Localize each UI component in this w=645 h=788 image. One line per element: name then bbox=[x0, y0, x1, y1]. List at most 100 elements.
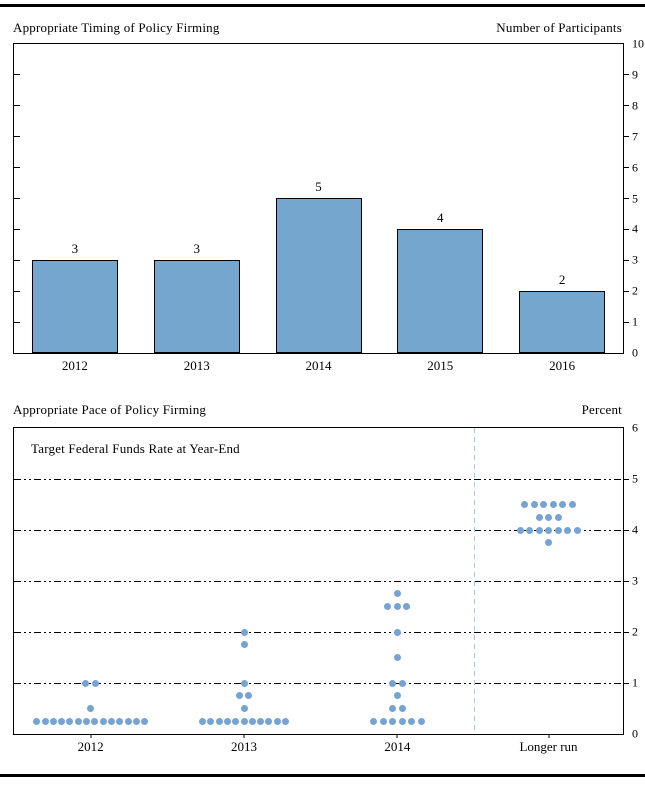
y-axis-tick-left bbox=[14, 321, 20, 323]
gridline bbox=[14, 682, 623, 684]
participant-dot bbox=[240, 705, 248, 712]
y-axis-tick-left bbox=[14, 478, 20, 480]
bar-2012 bbox=[32, 260, 118, 353]
x-axis-tick bbox=[548, 734, 549, 738]
y-axis-tick-left bbox=[14, 529, 20, 531]
y-tick-label: 2 bbox=[632, 283, 638, 298]
y-tick-label: 8 bbox=[632, 98, 638, 113]
participant-dot bbox=[265, 717, 273, 725]
participant-dot bbox=[521, 501, 529, 508]
participant-dot bbox=[398, 705, 406, 712]
y-tick-label: 4 bbox=[632, 221, 638, 236]
x-tick-label: 2016 bbox=[549, 358, 576, 373]
y-axis-tick-right bbox=[623, 321, 629, 323]
y-tick-label: 1 bbox=[632, 314, 638, 329]
pace-chart-title: Appropriate Pace of Policy Firming bbox=[13, 402, 207, 417]
participant-dot bbox=[49, 717, 57, 725]
participant-dot bbox=[526, 526, 533, 534]
participant-dot bbox=[408, 717, 416, 725]
y-tick-label: 3 bbox=[632, 573, 638, 588]
x-tick-label: 2013 bbox=[183, 358, 210, 373]
participant-dot bbox=[199, 717, 206, 725]
participant-dot bbox=[245, 692, 253, 700]
bar-2016 bbox=[519, 291, 605, 353]
y-axis-tick-left bbox=[14, 290, 20, 292]
y-tick-label: 5 bbox=[632, 191, 638, 205]
participant-dot bbox=[393, 590, 401, 598]
timing-chart-header: Appropriate Timing of Policy Firming Num… bbox=[13, 20, 622, 36]
y-axis-tick-right bbox=[623, 580, 629, 582]
x-tick-label: 2012 bbox=[77, 739, 104, 754]
participant-dot bbox=[417, 717, 425, 725]
bar-value-label: 5 bbox=[315, 179, 322, 194]
y-tick-label: 7 bbox=[632, 129, 638, 144]
participant-dot bbox=[549, 501, 557, 508]
gridline bbox=[14, 580, 623, 582]
y-axis-tick-right bbox=[623, 136, 629, 138]
y-axis-tick-left bbox=[14, 74, 20, 76]
participant-dot bbox=[232, 717, 240, 725]
participant-dot bbox=[215, 717, 223, 725]
bar-2013 bbox=[154, 260, 240, 353]
y-tick-label: 3 bbox=[632, 252, 638, 267]
participant-dot bbox=[530, 501, 538, 508]
y-axis-tick-right bbox=[623, 228, 629, 230]
y-axis-tick-right bbox=[623, 198, 629, 199]
bar-value-label: 3 bbox=[193, 241, 200, 256]
y-axis-tick-left bbox=[14, 631, 20, 633]
x-tick-label: 2015 bbox=[427, 358, 454, 373]
participant-dot bbox=[107, 717, 115, 725]
participant-dot bbox=[573, 526, 581, 534]
pace-chart-inner-label: Target Federal Funds Rate at Year-End bbox=[31, 441, 240, 456]
y-tick-label: 6 bbox=[632, 420, 638, 435]
participant-dot bbox=[240, 679, 248, 687]
y-axis-tick-right bbox=[623, 631, 629, 633]
participant-dot bbox=[540, 501, 548, 508]
y-axis-tick-left bbox=[14, 259, 20, 261]
y-tick-label: 4 bbox=[632, 522, 638, 537]
participant-dot bbox=[257, 717, 265, 725]
participant-dot bbox=[389, 717, 397, 725]
participant-dot bbox=[370, 717, 378, 725]
y-tick-label: 1 bbox=[632, 675, 638, 690]
participant-dot bbox=[545, 513, 552, 521]
participant-dot bbox=[545, 539, 552, 547]
y-tick-label: 2 bbox=[632, 624, 638, 639]
participant-dot bbox=[82, 679, 90, 687]
y-tick-label: 6 bbox=[632, 160, 638, 175]
y-axis-tick-left bbox=[14, 136, 20, 138]
participant-dot bbox=[223, 717, 231, 725]
participant-dot bbox=[91, 717, 99, 725]
bar-2014 bbox=[276, 198, 362, 353]
participant-dot bbox=[141, 717, 149, 725]
participant-dot bbox=[403, 603, 411, 610]
participant-dot bbox=[240, 628, 248, 636]
bar-value-label: 3 bbox=[71, 241, 79, 256]
gridline bbox=[14, 478, 623, 480]
x-tick-label: 2012 bbox=[61, 358, 88, 373]
x-axis-tick bbox=[243, 734, 245, 738]
participant-dot bbox=[87, 705, 95, 712]
participant-dot bbox=[124, 717, 132, 725]
pace-dot-plot: Target Federal Funds Rate at Year-End 0 1… bbox=[13, 421, 638, 754]
x-tick-label: 2014 bbox=[305, 358, 332, 373]
y-axis-tick-right bbox=[623, 74, 629, 76]
longer-run-divider-line bbox=[474, 428, 475, 734]
participant-dot bbox=[393, 628, 401, 636]
pace-chart-unit-label: Percent bbox=[581, 402, 622, 417]
y-axis-tick-left bbox=[14, 682, 20, 684]
y-axis-tick-left bbox=[14, 198, 20, 199]
participant-dot bbox=[282, 717, 289, 725]
x-axis-tick bbox=[90, 734, 92, 738]
gridline bbox=[14, 529, 623, 531]
participant-dot bbox=[240, 717, 248, 725]
participant-dot bbox=[116, 717, 124, 725]
participant-dot bbox=[535, 513, 543, 521]
y-axis-tick-right bbox=[623, 529, 629, 531]
x-axis-tick bbox=[396, 734, 398, 738]
timing-chart-unit-label: Number of Participants bbox=[496, 20, 622, 35]
x-tick-label: 2013 bbox=[231, 739, 257, 754]
participant-dot bbox=[58, 717, 66, 725]
bottom-horizontal-rule bbox=[0, 774, 645, 777]
